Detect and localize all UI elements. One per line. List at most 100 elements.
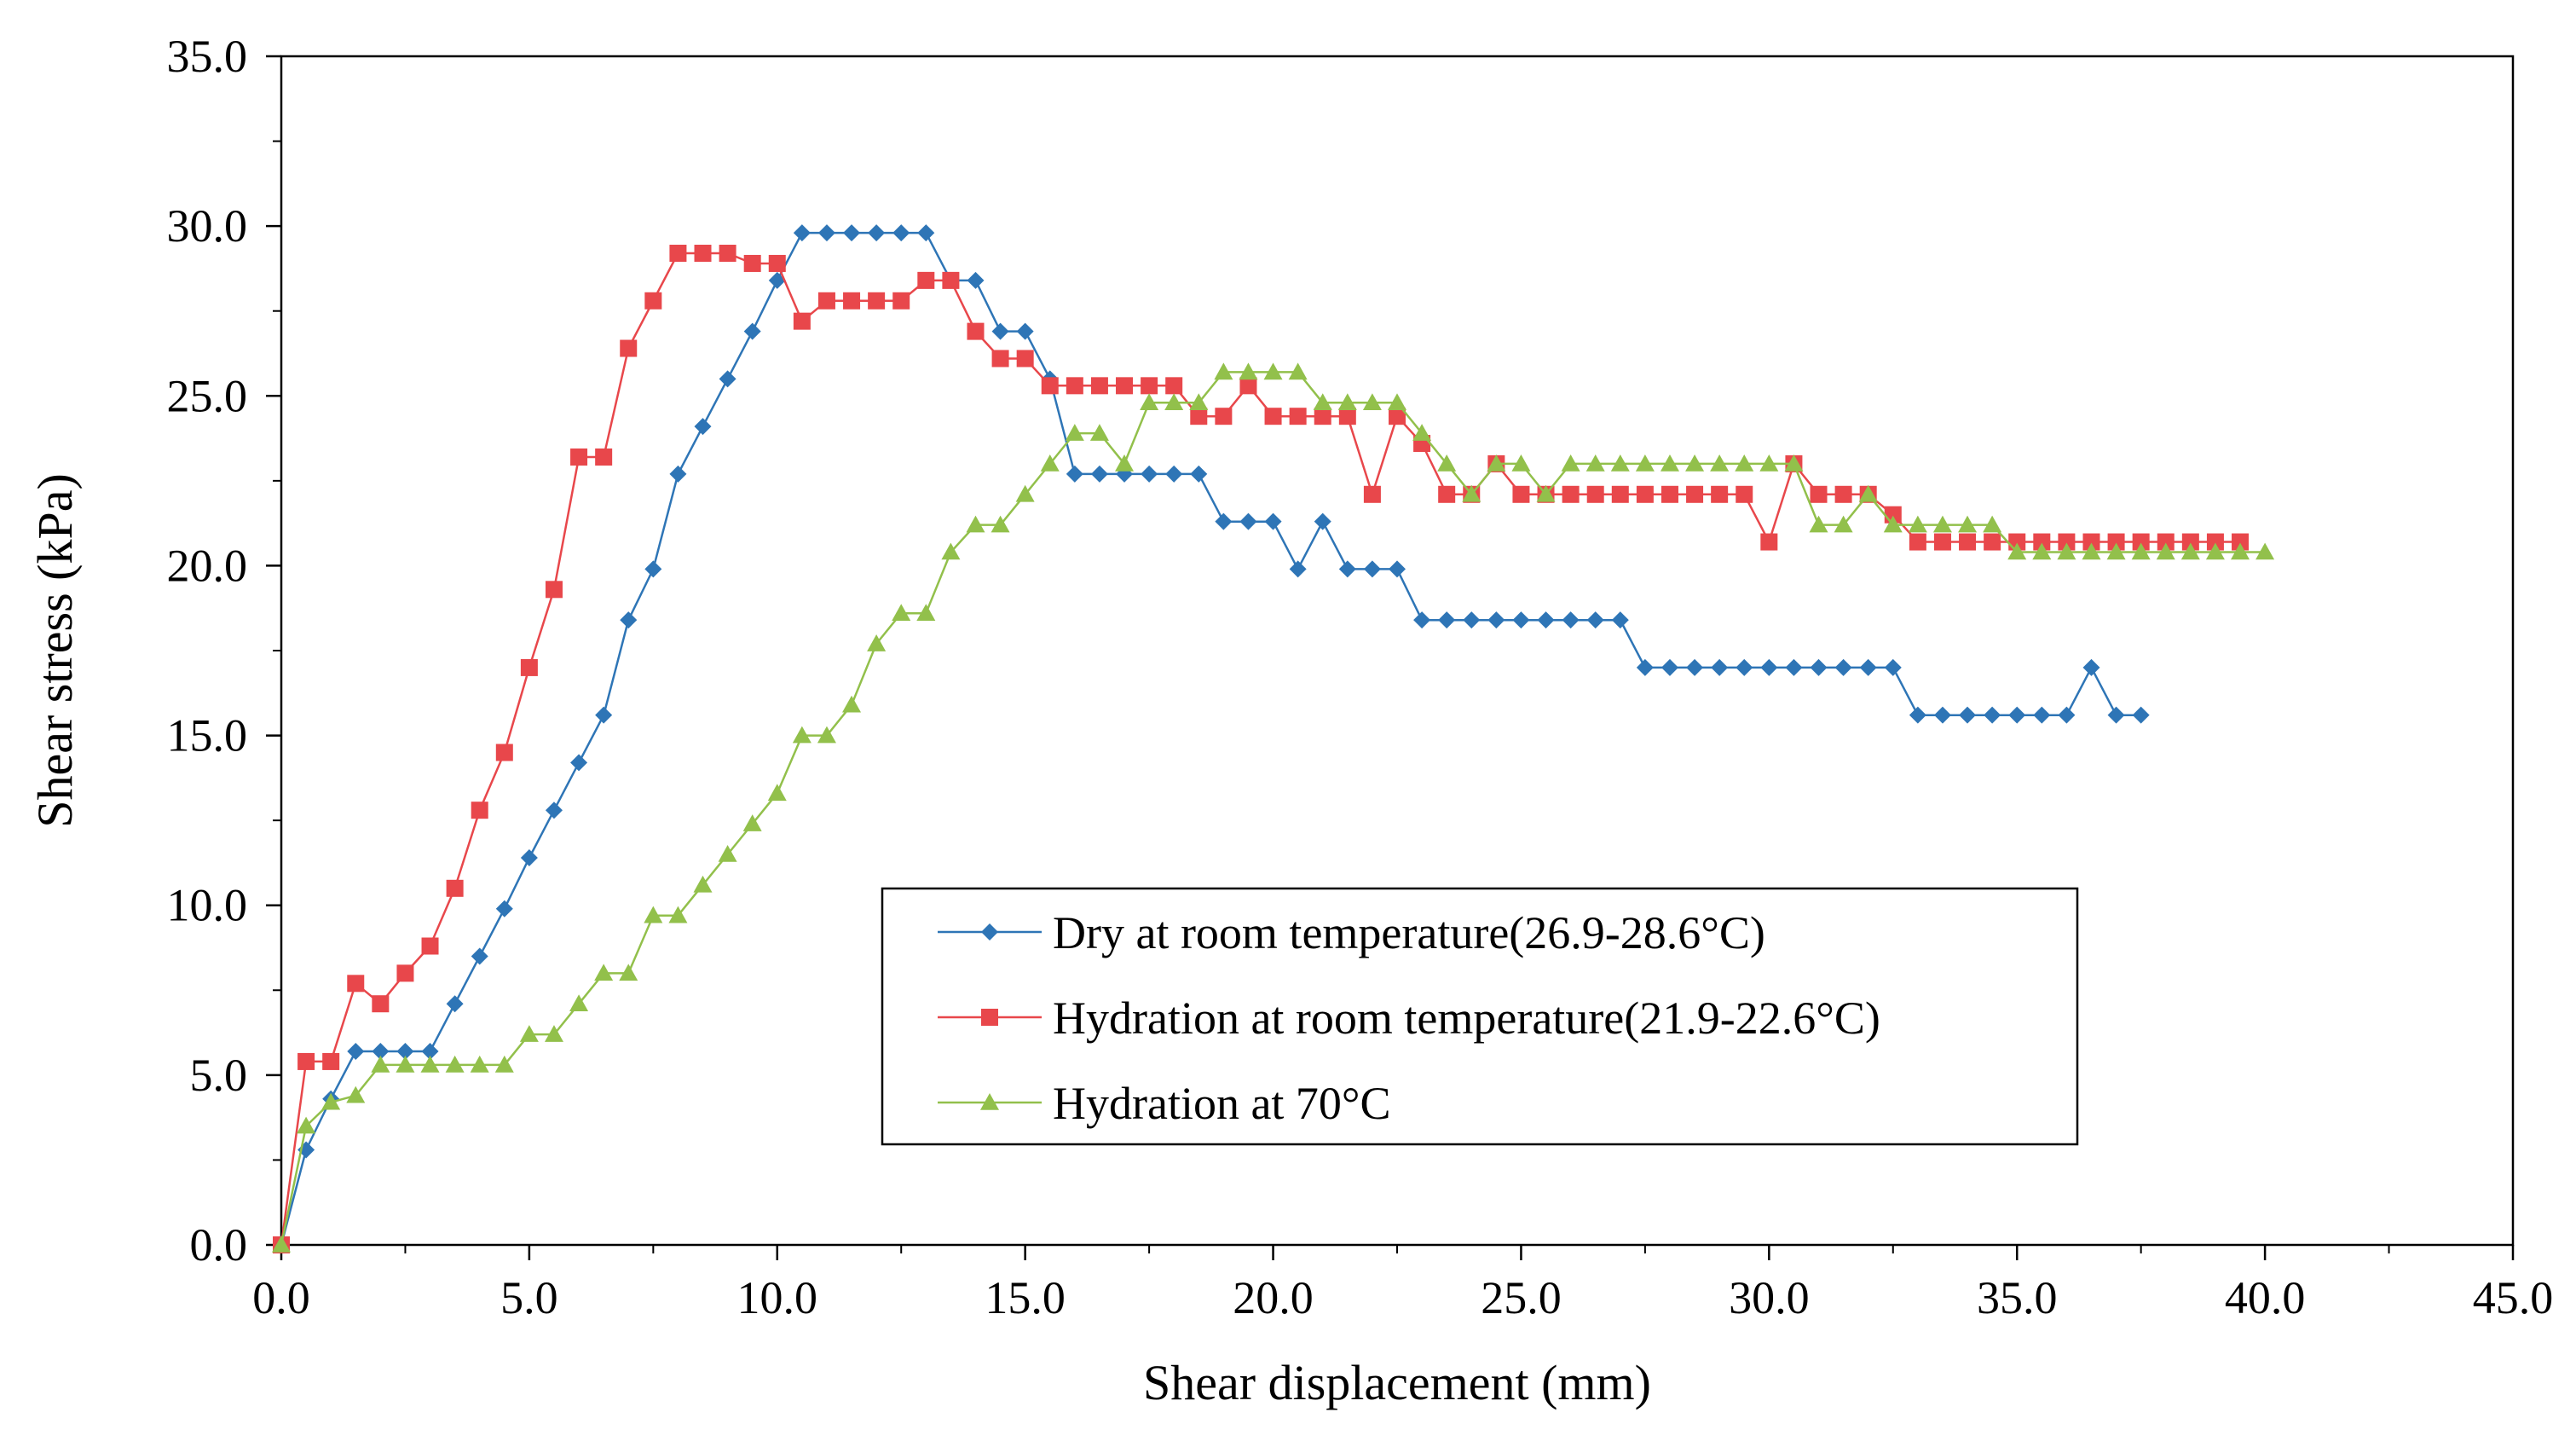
data-point <box>1288 362 1308 380</box>
data-point <box>1164 393 1184 411</box>
data-point <box>297 1052 315 1070</box>
data-point <box>644 906 663 923</box>
data-point <box>1635 454 1655 472</box>
data-point <box>2157 533 2175 551</box>
data-point <box>620 339 638 357</box>
data-point <box>644 560 662 578</box>
data-point <box>347 1042 365 1060</box>
data-point <box>1909 706 1926 724</box>
data-point <box>1362 393 1382 411</box>
data-point <box>1611 611 1629 629</box>
data-point <box>694 418 712 436</box>
y-tick-label: 0.0 <box>190 1219 248 1270</box>
data-point <box>669 465 687 483</box>
data-point <box>1858 484 1878 502</box>
data-point <box>1586 611 1604 629</box>
data-point <box>321 1092 341 1110</box>
data-point <box>916 604 936 621</box>
data-point <box>768 254 786 272</box>
data-point <box>694 245 712 263</box>
data-point <box>981 1009 998 1026</box>
data-point <box>471 802 488 819</box>
data-point <box>1388 393 1406 411</box>
data-point <box>595 706 613 724</box>
data-point <box>718 844 737 862</box>
y-tick-label: 35.0 <box>167 31 248 82</box>
data-point <box>1512 485 1530 503</box>
data-point <box>421 1042 439 1060</box>
data-point <box>693 875 713 893</box>
data-point <box>792 726 811 744</box>
data-point <box>595 448 613 466</box>
data-point <box>1661 485 1678 503</box>
data-point <box>1289 560 1307 578</box>
legend-entry: Hydration at room temperature(21.9-22.6°… <box>938 993 1880 1044</box>
data-point <box>1736 485 1753 503</box>
data-point <box>867 634 887 651</box>
data-point <box>767 784 787 802</box>
data-point <box>743 322 761 340</box>
data-point <box>1141 377 1158 395</box>
y-tick-label: 15.0 <box>167 710 248 761</box>
data-point <box>1661 658 1678 676</box>
data-point <box>742 814 762 831</box>
data-point <box>2206 533 2224 551</box>
data-point <box>991 515 1010 533</box>
data-point <box>1115 454 1135 472</box>
data-point <box>2255 542 2275 560</box>
data-point <box>1735 454 1754 472</box>
data-point <box>1264 408 1282 425</box>
data-point <box>520 848 538 866</box>
data-point <box>1314 512 1331 530</box>
data-point <box>1561 454 1580 472</box>
data-point <box>1016 350 1034 368</box>
data-point <box>1809 515 1828 533</box>
data-point <box>768 271 786 289</box>
data-point <box>470 1055 489 1073</box>
data-point <box>1686 658 1704 676</box>
series-square <box>273 245 2250 1253</box>
data-point <box>1736 658 1753 676</box>
data-point <box>2156 542 2175 560</box>
data-point <box>1239 377 1257 395</box>
data-point <box>1984 706 2001 724</box>
data-point <box>1810 658 1828 676</box>
data-point <box>892 224 910 242</box>
data-point <box>1785 658 1803 676</box>
data-point <box>2232 533 2250 551</box>
data-point <box>1041 377 1059 395</box>
legend-label: Hydration at 70°C <box>1053 1078 1391 1129</box>
data-point <box>1016 322 1034 340</box>
data-point <box>1487 611 1505 629</box>
data-point <box>1834 515 1853 533</box>
data-point <box>545 581 563 599</box>
data-point <box>1859 658 1877 676</box>
data-point <box>420 1055 440 1073</box>
series-triangle <box>272 362 2275 1253</box>
data-point <box>2082 542 2101 560</box>
data-point <box>1984 533 2001 551</box>
data-point <box>967 271 985 289</box>
x-tick-label: 40.0 <box>2225 1272 2306 1323</box>
data-point <box>1983 515 2002 533</box>
legend-box <box>881 887 2079 1146</box>
data-point <box>1090 465 1108 483</box>
data-point <box>1562 485 1580 503</box>
data-point <box>1389 408 1406 425</box>
data-point <box>1585 454 1605 472</box>
data-point <box>817 292 835 310</box>
data-point <box>1760 533 1778 551</box>
data-point <box>1462 484 1481 502</box>
data-point <box>1487 454 1506 472</box>
data-point <box>668 906 688 923</box>
data-point <box>793 312 811 330</box>
data-point <box>1611 485 1629 503</box>
data-point <box>1610 454 1630 472</box>
data-point <box>1314 408 1331 425</box>
data-point <box>868 292 886 310</box>
data-point <box>2033 533 2051 551</box>
data-point <box>1834 658 1852 676</box>
data-point <box>966 515 985 533</box>
data-point <box>1189 393 1209 411</box>
data-point <box>719 370 736 388</box>
